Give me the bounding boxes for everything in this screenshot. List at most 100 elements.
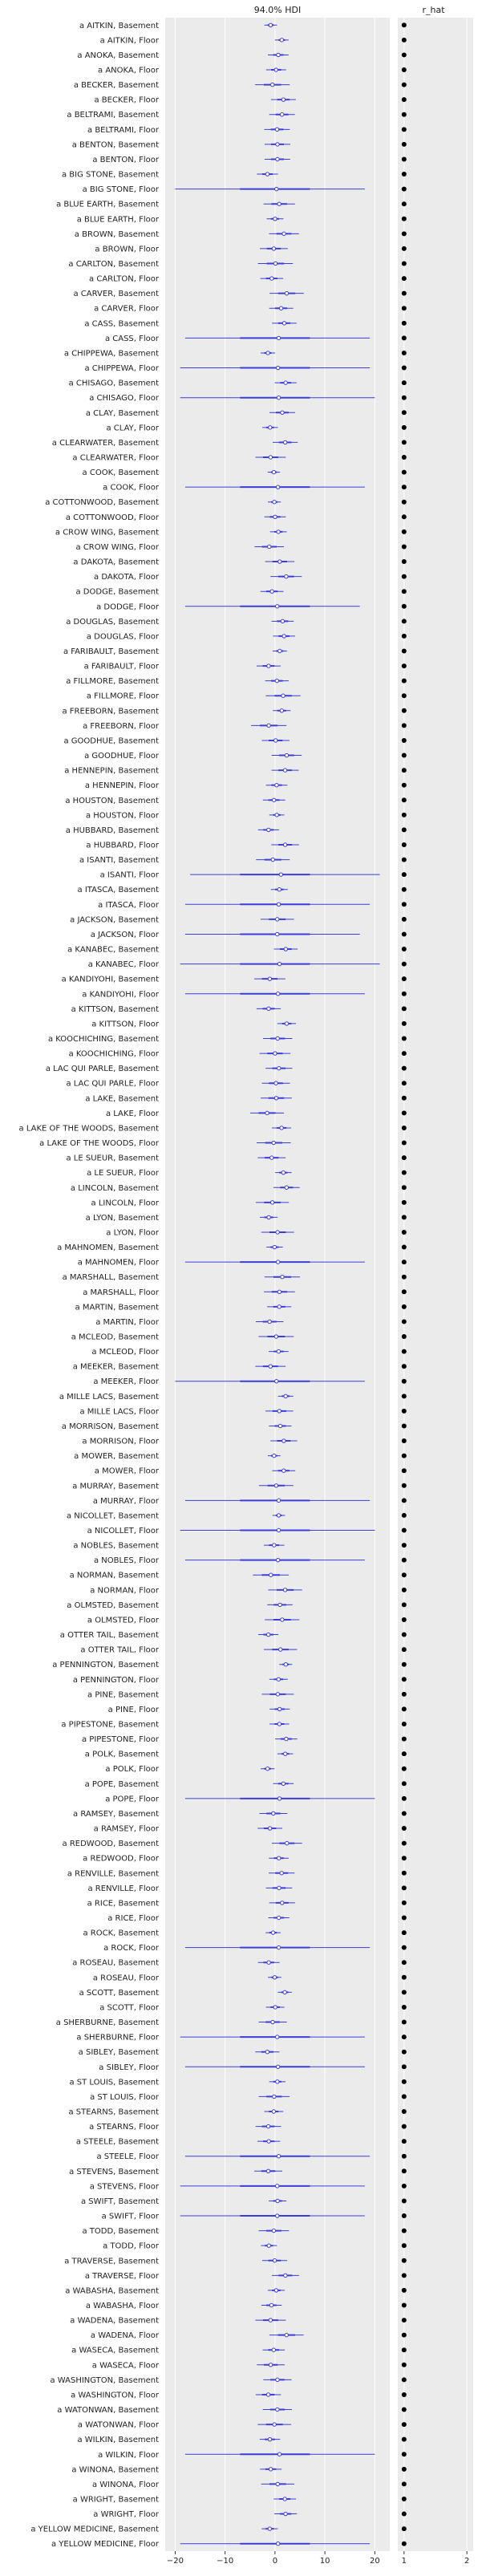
rhat-point xyxy=(401,2198,407,2204)
rhat-point xyxy=(401,127,407,132)
row-label: a COTTONWOOD, Floor xyxy=(66,513,160,522)
hdi-point xyxy=(273,1483,279,1488)
row-label: a SWIFT, Basement xyxy=(81,2197,159,2206)
hdi-point xyxy=(283,1662,289,1667)
hdi-point xyxy=(272,1975,277,1980)
hdi-point xyxy=(266,1215,271,1220)
rhat-point xyxy=(401,574,407,579)
rhat-point xyxy=(401,2108,407,2114)
row-label: a MORRISON, Floor xyxy=(82,1438,159,1446)
row-label: a TRAVERSE, Floor xyxy=(85,2272,160,2281)
hdi-point xyxy=(266,2139,271,2144)
rhat-point xyxy=(401,2064,407,2070)
row-label: a MURRAY, Basement xyxy=(72,1482,159,1491)
row-label: a BECKER, Basement xyxy=(74,81,159,90)
row-label: a FILLMORE, Basement xyxy=(66,677,159,686)
row-label: a CLEARWATER, Floor xyxy=(72,454,159,463)
row-label: a PIPESTONE, Floor xyxy=(82,1735,160,1744)
hdi-point xyxy=(281,693,285,698)
rhat-point xyxy=(401,231,407,237)
hdi-point xyxy=(265,2124,271,2129)
rhat-point xyxy=(401,1483,407,1488)
hdi-point xyxy=(281,1438,286,1443)
rhat-point xyxy=(401,2094,407,2099)
row-label: a POPE, Floor xyxy=(105,1795,160,1803)
row-label: a KITTSON, Floor xyxy=(91,1020,160,1028)
row-label: a TRAVERSE, Basement xyxy=(64,2257,159,2266)
rhat-point xyxy=(401,1766,407,1771)
rhat-point xyxy=(401,886,407,892)
row-label: a SCOTT, Basement xyxy=(79,1989,159,1998)
rhat-point xyxy=(401,141,407,147)
hdi-point xyxy=(281,97,286,102)
hdi-point xyxy=(274,931,280,937)
hdi-point xyxy=(276,396,281,400)
row-label: a WADENA, Basement xyxy=(70,2317,159,2326)
hdi-point xyxy=(270,2019,275,2025)
hdi-point xyxy=(268,2467,273,2472)
hdi-point xyxy=(284,753,290,758)
hdi-panel-title: 94.0% HDI xyxy=(253,5,302,15)
row-label: a FARIBAULT, Basement xyxy=(63,647,159,656)
rhat-point xyxy=(401,1393,407,1399)
rhat-point xyxy=(401,633,407,639)
hdi-point xyxy=(269,589,274,594)
rhat-point xyxy=(401,737,407,743)
hdi-point xyxy=(273,1051,277,1056)
hdi-point xyxy=(282,1588,288,1592)
hdi-point xyxy=(272,2258,277,2263)
rhat-point xyxy=(401,1632,407,1637)
rhat-point xyxy=(401,395,407,400)
hdi-point xyxy=(266,2243,272,2248)
hdi-point xyxy=(279,38,285,43)
row-label: a STEVENS, Floor xyxy=(90,2182,160,2191)
rhat-point xyxy=(401,1289,407,1295)
row-label: a CHIPPEWA, Basement xyxy=(64,349,159,358)
hdi-point xyxy=(275,142,280,147)
hdi-point xyxy=(273,1081,278,1085)
row-label: a WRIGHT, Basement xyxy=(73,2495,159,2504)
row-label: a LE SUEUR, Floor xyxy=(87,1169,160,1178)
rhat-point xyxy=(401,1990,407,1995)
row-label: a MEEKER, Basement xyxy=(73,1363,159,1372)
row-label: a DAKOTA, Basement xyxy=(73,558,159,567)
hdi-point xyxy=(276,1498,281,1503)
rhat-point xyxy=(401,693,407,699)
row-label: a MARSHALL, Basement xyxy=(63,1273,160,1282)
rhat-point xyxy=(401,1110,407,1116)
rhat-point xyxy=(401,1722,407,1727)
rhat-point xyxy=(401,2526,407,2532)
hdi-point xyxy=(275,2064,281,2069)
hdi-point xyxy=(276,1915,281,1921)
hdi-point xyxy=(283,1393,288,1399)
hdi-point xyxy=(277,1602,282,1608)
row-label: a LAKE, Floor xyxy=(106,1110,160,1118)
hdi-point xyxy=(265,2392,271,2397)
hdi-point xyxy=(265,1767,270,1771)
rhat-point xyxy=(401,663,407,669)
rhat-point xyxy=(401,410,407,416)
row-label: a CARLTON, Floor xyxy=(89,275,160,284)
row-label: a LINCOLN, Basement xyxy=(71,1184,159,1193)
hdi-point xyxy=(275,2377,280,2383)
rhat-point xyxy=(401,1051,407,1057)
rhat-point xyxy=(401,857,407,862)
rhat-point xyxy=(401,172,407,177)
hdi-point xyxy=(273,1096,279,1101)
rhat-point xyxy=(401,1945,407,1950)
hdi-point xyxy=(275,485,281,489)
rhat-point xyxy=(401,1081,407,1086)
row-label: a KANABEC, Floor xyxy=(88,960,160,969)
row-label: a REDWOOD, Floor xyxy=(83,1855,160,1864)
hdi-point xyxy=(273,2005,277,2010)
hdi-point xyxy=(277,1304,281,1309)
hdi-point xyxy=(277,1409,282,1414)
row-label: a NICOLLET, Floor xyxy=(87,1527,160,1535)
row-label: a FREEBORN, Floor xyxy=(83,722,160,731)
rhat-point xyxy=(401,812,407,817)
row-label: a DOUGLAS, Floor xyxy=(87,632,160,641)
row-label: a MURRAY, Floor xyxy=(93,1497,160,1506)
hdi-point xyxy=(272,1244,277,1250)
row-label: a MARSHALL, Floor xyxy=(83,1288,160,1297)
row-label: a CLAY, Floor xyxy=(107,424,160,432)
